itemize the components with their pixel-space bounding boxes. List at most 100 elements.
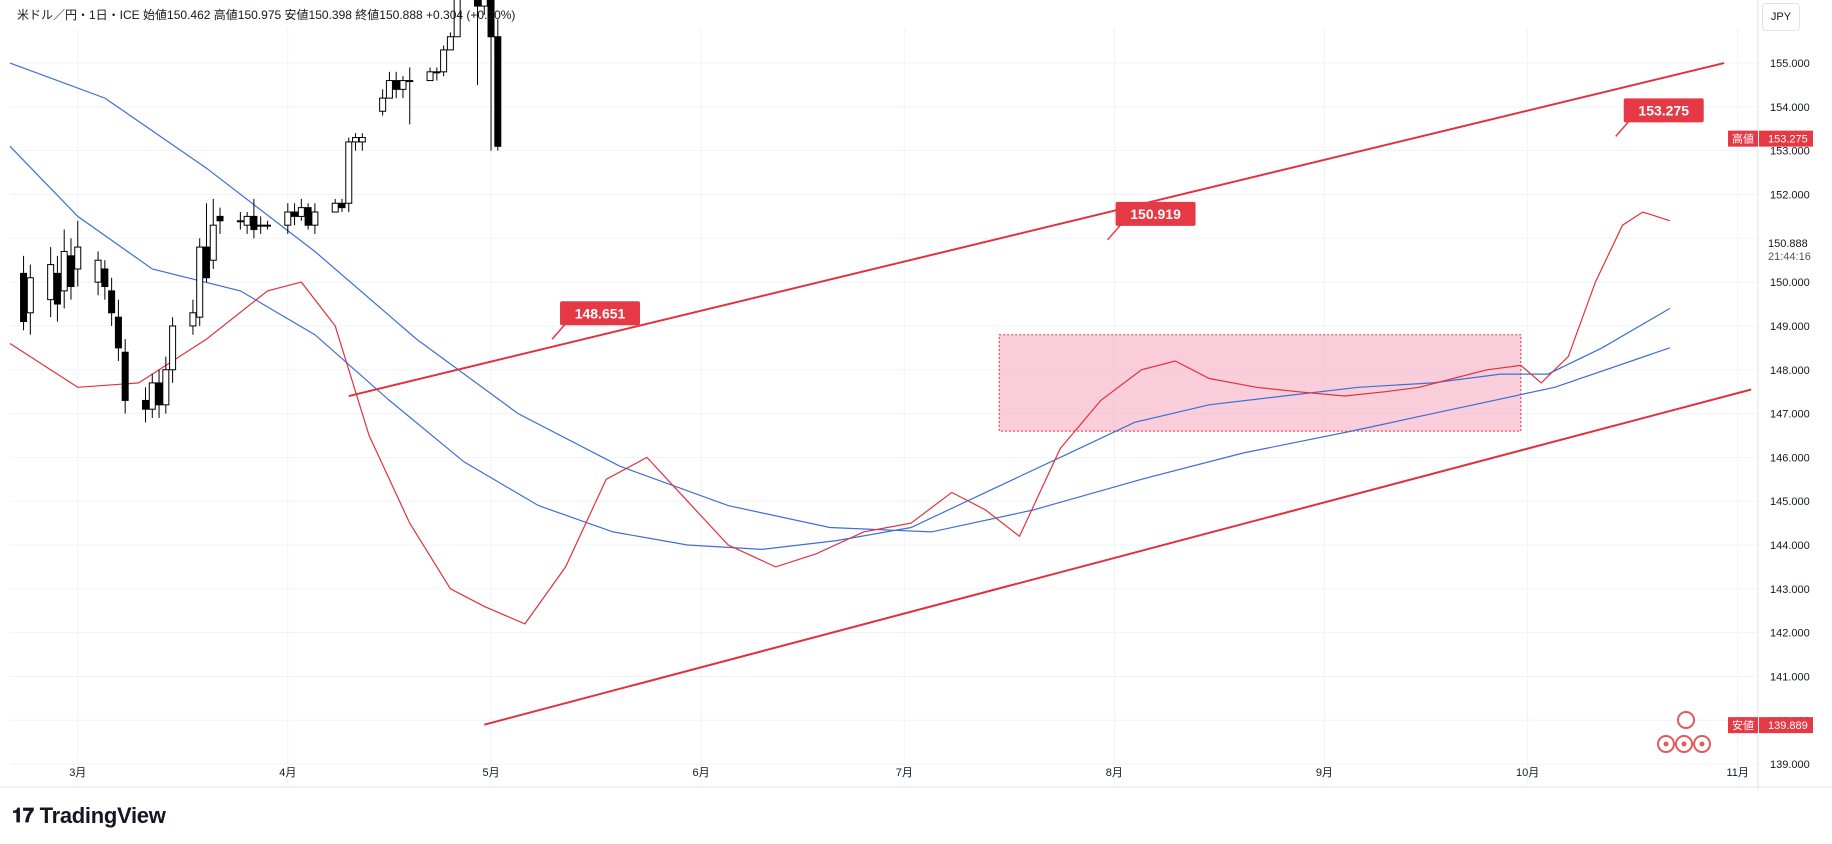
annotation-label: 153.275 xyxy=(1638,102,1689,118)
candle-body xyxy=(216,215,224,222)
high-badge-tag xyxy=(1728,130,1758,147)
candle-body xyxy=(169,325,177,371)
candle-body xyxy=(20,272,28,323)
candle-body xyxy=(108,290,116,314)
low-badge-value: 139.889 xyxy=(1768,720,1808,732)
candle-body xyxy=(53,272,61,305)
y-tick-label: 155.000 xyxy=(1770,58,1810,70)
candle-body xyxy=(446,36,454,51)
currency-button[interactable]: JPY xyxy=(1762,3,1800,31)
y-tick-label: 142.000 xyxy=(1770,628,1810,640)
candle-body xyxy=(311,211,319,226)
y-tick-label: 148.000 xyxy=(1770,365,1810,377)
low-badge-label: 安値 xyxy=(1732,718,1754,732)
candle-body xyxy=(406,80,414,83)
event-dot-center-icon xyxy=(1699,741,1705,747)
symbol-title[interactable]: 米ドル／円・1日・ICE xyxy=(17,8,140,22)
high-badge-label: 高値 xyxy=(1732,132,1754,146)
candle-body xyxy=(94,259,102,283)
annotation-pointer xyxy=(1615,119,1631,137)
open-value: 150.462 xyxy=(167,8,211,22)
annotation-box xyxy=(1115,201,1196,226)
moving-averages xyxy=(9,62,1671,625)
y-tick-label: 143.000 xyxy=(1770,584,1810,596)
annotation-pointer xyxy=(1107,223,1123,241)
candle-body xyxy=(67,255,75,288)
tradingview-logo[interactable]: 𝟏𝟕 TradingView xyxy=(12,803,166,829)
annotation-pointer xyxy=(551,322,567,340)
range-box-rect xyxy=(998,334,1522,432)
close-value: 150.888 xyxy=(379,8,423,22)
candle-body xyxy=(148,382,156,410)
high-badge-value-bg xyxy=(1759,130,1813,147)
x-tick-label: 11月 xyxy=(1726,767,1748,779)
channel-line xyxy=(484,388,1752,726)
peak-annotations: 148.651 150.919 153.275 xyxy=(551,98,1704,340)
candle-body xyxy=(60,250,68,292)
candle-body xyxy=(236,220,244,223)
candle-body xyxy=(426,71,434,82)
candles xyxy=(20,0,502,423)
candle-body xyxy=(385,80,393,99)
candle-body xyxy=(257,224,265,227)
us-flag-icon xyxy=(1677,711,1695,729)
low-badge-tag xyxy=(1728,717,1758,734)
x-tick-label: 3月 xyxy=(69,767,86,779)
current-price-label: 150.888 xyxy=(1768,238,1808,250)
x-tick-label: 9月 xyxy=(1316,767,1333,779)
candle-body xyxy=(345,141,353,204)
range-box xyxy=(998,334,1522,432)
candle-body xyxy=(453,0,461,38)
y-tick-label: 144.000 xyxy=(1770,540,1810,552)
candle-body xyxy=(304,207,312,226)
current-price-bg xyxy=(1759,233,1819,264)
open-label: 始値 xyxy=(143,8,168,22)
x-tick-label: 7月 xyxy=(896,767,913,779)
x-tick-label: 5月 xyxy=(482,767,499,779)
candle-body xyxy=(399,80,407,90)
close-label: 終値 xyxy=(355,8,380,22)
x-tick-label: 8月 xyxy=(1106,767,1123,779)
low-label: 安値 xyxy=(284,8,309,22)
channel-lines xyxy=(348,62,1752,726)
high-label: 高値 xyxy=(213,8,238,22)
y-tick-label: 146.000 xyxy=(1770,452,1810,464)
y-tick-label: 153.000 xyxy=(1770,146,1810,158)
candle-body xyxy=(331,202,339,213)
low-value: 150.398 xyxy=(308,8,352,22)
candle-body xyxy=(480,0,488,7)
y-tick-label: 152.000 xyxy=(1770,189,1810,201)
candle-body xyxy=(196,246,204,318)
candle-body xyxy=(473,0,481,7)
candle-body xyxy=(121,351,129,401)
candle-body xyxy=(263,224,271,227)
high-badge-value: 153.275 xyxy=(1768,134,1808,146)
event-dot-center-icon xyxy=(1681,741,1687,747)
y-tick-label: 139.000 xyxy=(1770,759,1810,771)
y-axis[interactable]: 155.000154.000153.000152.000151.000150.0… xyxy=(1728,0,1819,790)
candle-body xyxy=(243,215,251,226)
candle-body xyxy=(74,246,82,270)
candle-body xyxy=(487,0,495,38)
candle-body xyxy=(47,264,55,301)
high-value: 150.975 xyxy=(237,8,282,22)
brand-name: TradingView xyxy=(39,803,166,828)
candle-body xyxy=(209,224,217,261)
candle-body xyxy=(433,71,441,74)
x-axis[interactable]: 3月 4月 5月 6月 7月 8月 9月 10月 11月 xyxy=(0,767,1832,788)
candle-body xyxy=(284,211,292,226)
x-tick-label: 10月 xyxy=(1516,767,1539,779)
x-tick-label: 6月 xyxy=(693,767,710,779)
chart-overlays xyxy=(1657,711,1711,753)
candle-body xyxy=(26,277,34,314)
tradingview-icon: 𝟏𝟕 xyxy=(12,804,34,827)
candle-body xyxy=(250,215,258,231)
annotation-box xyxy=(1623,98,1704,123)
candle-body xyxy=(440,49,448,73)
candle-body xyxy=(114,316,122,349)
candle-body xyxy=(297,207,305,217)
y-tick-label: 149.000 xyxy=(1770,321,1810,333)
y-tick-label: 145.000 xyxy=(1770,496,1810,508)
ma-short-line xyxy=(9,211,1671,625)
